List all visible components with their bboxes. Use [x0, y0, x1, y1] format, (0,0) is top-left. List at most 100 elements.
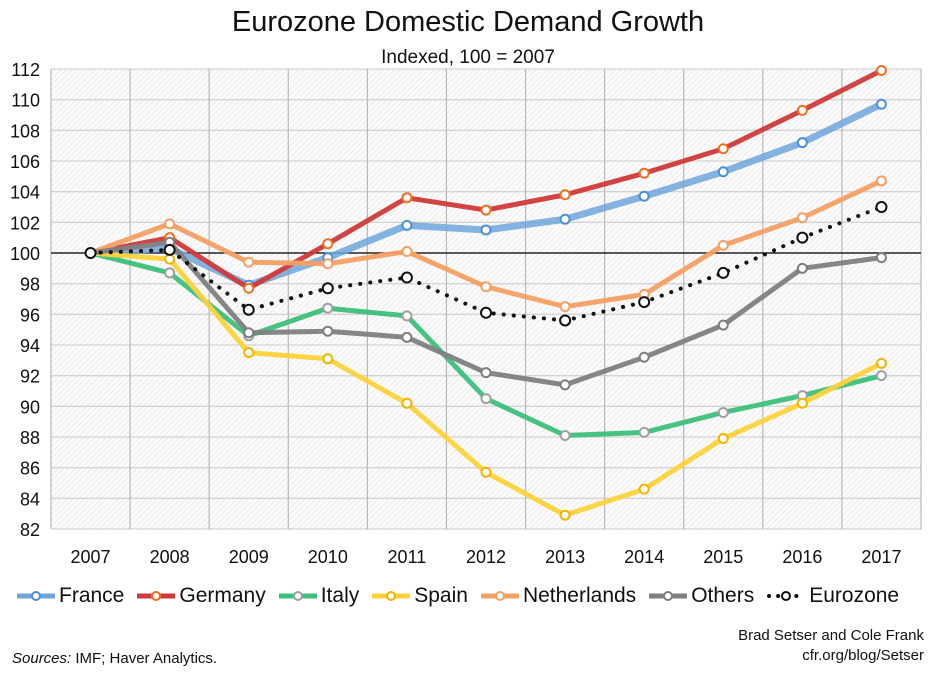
y-tick-label: 90: [20, 397, 40, 417]
data-point-germany: [717, 143, 729, 155]
credit-url: cfr.org/blog/Setser: [802, 647, 924, 664]
legend-marker: [781, 591, 792, 601]
y-tick-label: 100: [10, 244, 40, 264]
sources-label: Sources:: [12, 650, 72, 667]
data-point-france: [717, 166, 729, 178]
sources-text: IMF; Haver Analytics.: [75, 650, 218, 667]
y-tick-label: 86: [20, 459, 40, 479]
chart-title: Eurozone Domestic Demand Growth: [231, 6, 705, 38]
data-point-germany: [322, 238, 334, 250]
data-point-germany: [875, 65, 887, 77]
data-point-italy: [717, 406, 729, 418]
data-point-france: [875, 98, 887, 110]
legend-swatch: [17, 591, 55, 601]
legend-label: Spain: [414, 584, 468, 607]
legend-item-spain: Spain: [371, 584, 468, 608]
legend-swatch: [649, 591, 688, 601]
credit-authors: Brad Setser and Cole Frank: [738, 627, 924, 644]
data-point-france: [480, 224, 492, 236]
legend-item-netherlands: Netherlands: [480, 584, 636, 608]
data-point-germany: [638, 167, 650, 179]
data-point-spain: [401, 397, 413, 409]
data-point-others: [559, 379, 571, 391]
data-point-eurozone: [796, 231, 809, 244]
legend-marker: [31, 591, 41, 601]
x-tick-label: 2009: [229, 547, 269, 567]
data-point-spain: [164, 253, 176, 265]
legend-label: Netherlands: [522, 584, 637, 607]
data-point-germany: [559, 189, 571, 201]
legend-marker: [386, 591, 397, 601]
x-tick-label: 2016: [782, 547, 822, 567]
legend-label: Germany: [179, 584, 266, 607]
data-point-germany: [796, 104, 808, 116]
legend-item-italy: Italy: [278, 584, 360, 608]
data-point-spain: [717, 433, 729, 445]
legend-swatch: [767, 591, 806, 601]
data-point-spain: [638, 483, 650, 495]
y-tick-label: 106: [10, 152, 40, 172]
legend-label: Italy: [320, 584, 360, 607]
legend-marker: [663, 591, 674, 601]
x-tick-label: 2007: [71, 547, 111, 567]
plot-area: [51, 69, 921, 529]
data-point-netherlands: [796, 212, 808, 224]
data-point-netherlands: [480, 281, 492, 293]
data-point-netherlands: [243, 256, 255, 268]
y-tick-label: 96: [20, 305, 40, 325]
y-tick-label: 104: [10, 183, 40, 203]
y-tick-label: 92: [20, 367, 40, 387]
data-point-germany: [401, 192, 413, 204]
legend-item-germany: Germany: [136, 584, 266, 608]
data-point-eurozone: [559, 314, 572, 327]
data-point-eurozone: [321, 282, 334, 295]
legend-item-eurozone: Eurozone: [766, 584, 899, 608]
data-point-netherlands: [559, 301, 571, 313]
legend-swatch: [372, 591, 411, 601]
legend-swatch: [278, 591, 317, 601]
legend-marker: [292, 591, 303, 601]
credit: Brad Setser and Cole Frank cfr.org/blog/…: [738, 626, 924, 666]
legend-marker: [494, 591, 505, 601]
legend-label: Others: [691, 584, 755, 607]
data-point-france: [796, 137, 808, 149]
data-point-spain: [243, 347, 255, 359]
data-point-others: [717, 319, 729, 331]
x-tick-label: 2014: [624, 547, 664, 567]
data-point-eurozone: [480, 306, 492, 319]
y-tick-label: 102: [10, 213, 40, 233]
data-point-spain: [796, 397, 808, 409]
y-tick-label: 84: [20, 489, 40, 509]
data-point-france: [638, 190, 650, 202]
data-point-eurozone: [163, 243, 176, 256]
data-point-eurozone: [242, 303, 255, 316]
data-point-italy: [875, 370, 887, 382]
data-point-eurozone: [84, 247, 97, 259]
x-tick-label: 2013: [545, 547, 585, 567]
y-tick-label: 112: [11, 60, 40, 80]
data-point-others: [480, 367, 492, 379]
data-point-others: [243, 327, 255, 339]
data-point-eurozone: [638, 296, 651, 309]
y-tick-label: 88: [20, 428, 40, 448]
x-tick-label: 2011: [388, 547, 427, 567]
data-point-italy: [401, 310, 413, 322]
data-point-others: [875, 252, 887, 264]
legend-item-others: Others: [648, 584, 754, 608]
legend: France Germany Italy Spain Netherlands Others…: [16, 584, 911, 608]
x-tick-label: 2008: [150, 547, 190, 567]
data-point-others: [322, 325, 334, 337]
legend-swatch: [137, 591, 176, 601]
legend-swatch: [480, 591, 519, 601]
data-point-eurozone: [875, 201, 888, 213]
data-point-eurozone: [717, 266, 730, 279]
data-point-netherlands: [401, 245, 413, 257]
legend-label: France: [59, 584, 125, 607]
data-point-france: [401, 219, 413, 231]
data-point-others: [638, 351, 650, 363]
y-tick-label: 110: [11, 91, 40, 111]
data-point-italy: [322, 302, 334, 314]
data-point-italy: [559, 429, 571, 441]
